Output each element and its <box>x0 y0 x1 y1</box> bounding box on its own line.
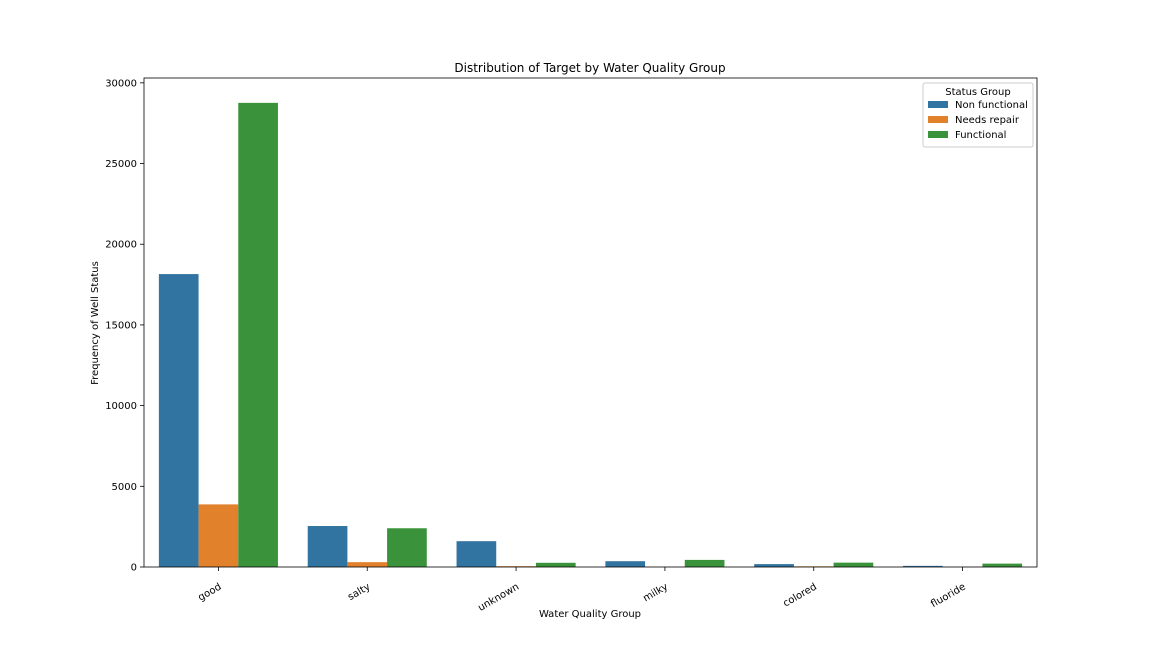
bar <box>833 562 874 567</box>
legend-swatch <box>928 116 948 123</box>
legend-box <box>922 82 1034 148</box>
bar <box>456 541 497 567</box>
chart-title: Distribution of Target by Water Quality … <box>454 61 725 75</box>
bar <box>198 504 239 567</box>
bar <box>605 561 646 567</box>
legend-swatch <box>928 101 948 108</box>
x-tick-label: milky <box>641 581 670 604</box>
y-tick-label: 10000 <box>105 401 137 412</box>
legend: Status Group Non functional Needs repair F… <box>922 82 1034 148</box>
y-tick-label: 30000 <box>105 78 137 89</box>
x-tick-label: good <box>196 582 223 604</box>
y-tick-label: 25000 <box>105 159 137 170</box>
bar <box>238 102 278 567</box>
y-tick-label: 0 <box>131 563 137 574</box>
bar <box>754 564 794 567</box>
y-axis-title: Frequency of Well Status <box>90 261 101 385</box>
y-tick-label: 20000 <box>105 240 137 251</box>
legend-label: Functional <box>955 130 1006 141</box>
bar <box>496 566 536 567</box>
bar <box>158 274 199 567</box>
y-tick-label: 15000 <box>105 320 137 331</box>
x-axis-title: Water Quality Group <box>539 609 641 620</box>
y-tick-label: 5000 <box>112 482 137 493</box>
x-tick-label: colored <box>781 582 818 610</box>
bar <box>347 562 388 567</box>
plot-frame <box>143 77 1038 568</box>
bar <box>684 559 725 567</box>
legend-label: Non functional <box>955 100 1028 111</box>
legend-title: Status Group <box>945 87 1011 98</box>
bar <box>535 562 576 567</box>
x-tick-label: salty <box>346 582 372 604</box>
bar <box>307 526 348 567</box>
x-tick-label: fluoride <box>929 582 968 611</box>
bar <box>982 563 1023 567</box>
bar <box>387 528 427 567</box>
legend-label: Needs repair <box>955 115 1020 126</box>
legend-swatch <box>928 131 948 138</box>
x-tick-label: unknown <box>476 582 521 614</box>
plot-area: 0 5000 10000 15000 20000 25000 30000 good salty u… <box>105 77 1038 614</box>
bar <box>903 565 943 567</box>
